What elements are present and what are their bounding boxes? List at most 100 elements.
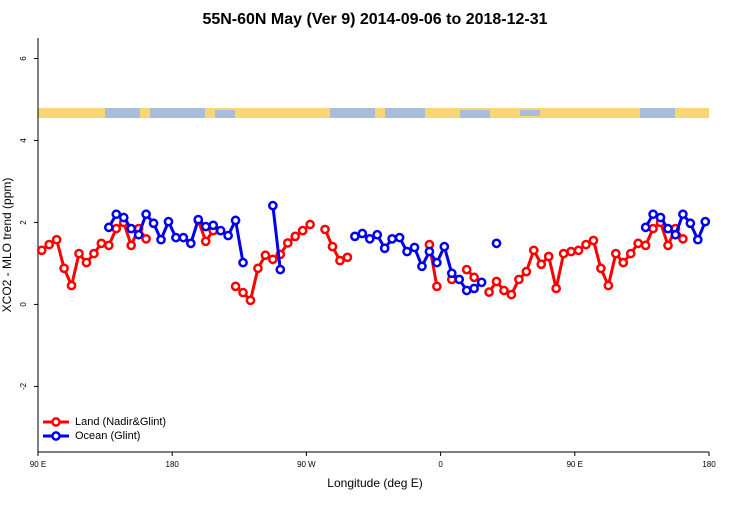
point <box>633 238 644 249</box>
point <box>670 229 681 240</box>
point <box>305 219 315 230</box>
legend-label: Land (Nadir&Glint) <box>75 416 166 428</box>
point <box>111 209 122 220</box>
point <box>66 280 77 291</box>
legend-label: Ocean (Glint) <box>75 430 140 442</box>
point <box>230 215 241 226</box>
chart-title: 55N-60N May (Ver 9) 2014-09-06 to 2018-1… <box>202 11 547 28</box>
point <box>44 239 55 250</box>
point <box>506 289 517 300</box>
point <box>499 285 509 296</box>
x-tick-label: 180 <box>166 460 180 469</box>
point <box>268 200 278 211</box>
x-axis-label: Longitude (deg E) <box>327 476 422 490</box>
point <box>491 238 502 249</box>
point <box>59 263 69 274</box>
point <box>200 236 211 247</box>
point <box>126 240 137 251</box>
point <box>89 248 99 259</box>
point <box>566 246 576 257</box>
point <box>238 257 248 268</box>
point <box>260 250 271 261</box>
y-tick-label: 4 <box>19 138 28 143</box>
point <box>409 242 420 253</box>
point <box>439 241 450 252</box>
point <box>417 261 427 272</box>
point <box>268 254 278 265</box>
point <box>335 255 345 266</box>
point <box>558 248 569 259</box>
point <box>543 251 554 262</box>
y-tick-label: -2 <box>19 382 28 390</box>
point <box>163 216 174 227</box>
point <box>424 246 435 257</box>
point <box>320 224 330 235</box>
point <box>193 214 204 225</box>
point <box>297 225 308 236</box>
point <box>446 268 457 279</box>
point <box>700 216 711 227</box>
y-tick-label: 0 <box>19 302 28 307</box>
x-tick-label: 180 <box>702 460 716 469</box>
point <box>156 234 166 245</box>
point <box>394 232 405 243</box>
point <box>603 280 614 291</box>
point <box>469 283 479 294</box>
legend-marker <box>51 431 61 441</box>
x-tick-label: 90 E <box>30 460 46 469</box>
point <box>648 223 658 234</box>
point <box>387 234 397 244</box>
point <box>514 274 524 285</box>
point <box>178 232 189 243</box>
point <box>282 238 293 248</box>
point <box>185 238 196 249</box>
y-tick-label: 2 <box>19 220 28 225</box>
point <box>484 287 494 297</box>
legend-marker <box>51 417 61 427</box>
point <box>171 232 181 243</box>
point <box>74 248 84 259</box>
point <box>640 222 651 233</box>
point <box>536 259 547 270</box>
point <box>402 246 412 257</box>
x-tick-label: 0 <box>438 460 443 469</box>
point <box>103 240 114 251</box>
point <box>275 264 286 275</box>
point <box>238 287 248 298</box>
point <box>141 234 151 244</box>
point <box>379 243 390 254</box>
point <box>230 281 241 292</box>
point <box>96 238 107 249</box>
point <box>521 266 532 277</box>
point <box>223 230 233 241</box>
point <box>208 220 219 231</box>
point <box>253 263 263 274</box>
point <box>51 234 62 245</box>
point <box>596 263 606 274</box>
point <box>588 235 599 246</box>
point <box>528 245 539 256</box>
point <box>461 285 472 296</box>
point <box>469 272 479 283</box>
point <box>364 234 375 244</box>
point <box>461 264 472 275</box>
point <box>685 218 696 229</box>
point <box>357 228 368 239</box>
point <box>350 231 360 242</box>
point <box>111 223 122 234</box>
point <box>551 283 562 294</box>
x-tick-label: 90 W <box>297 460 316 469</box>
point <box>118 212 129 223</box>
point <box>245 295 256 306</box>
point <box>692 234 703 245</box>
point <box>327 241 338 252</box>
point <box>126 223 137 234</box>
point <box>454 274 465 285</box>
point <box>640 240 651 251</box>
point <box>215 225 226 236</box>
point <box>141 209 151 220</box>
point <box>342 252 353 263</box>
point <box>655 212 666 223</box>
point <box>491 276 502 287</box>
point <box>148 218 159 229</box>
